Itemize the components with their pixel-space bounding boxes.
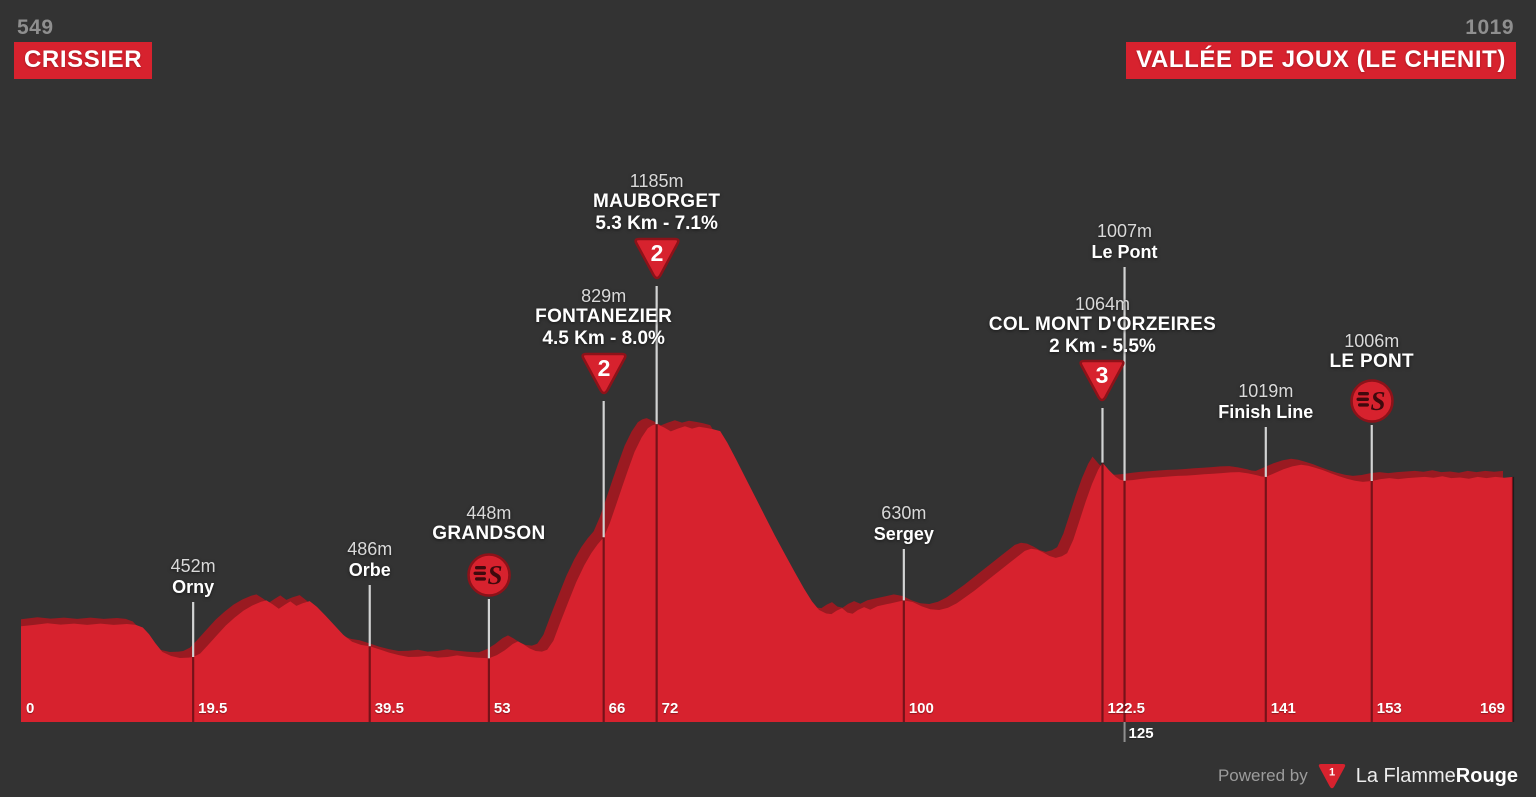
sprint-icon: S — [1348, 377, 1396, 430]
brand-text: La Flamme Rouge — [1356, 765, 1518, 788]
start-location-badge: CRISSIER — [14, 42, 153, 79]
profile-area — [21, 424, 1513, 722]
waypoint-elevation: 829m — [581, 286, 627, 306]
waypoint-elevation: 1019m — [1238, 381, 1294, 401]
finish-location-badge: VALLÉE DE JOUX (LE CHENIT) — [1126, 42, 1516, 79]
waypoint-elevation: 1064m — [1074, 294, 1130, 314]
svg-text:S: S — [487, 560, 502, 590]
waypoint-elevation: 1007m — [1097, 221, 1153, 241]
km-tick-39-5: 39.5 — [374, 700, 404, 717]
waypoint-name: Orny — [172, 577, 215, 597]
km-tick-153: 153 — [1376, 700, 1402, 717]
climb-category-icon: 3 — [1078, 357, 1126, 412]
km-tick-53: 53 — [493, 700, 511, 717]
waypoint-le-pont: 1007m Le Pont — [1092, 221, 1158, 263]
waypoint-fontanezier: 829m FONTANEZIER 4.5 Km - 8.0% — [535, 286, 672, 350]
svg-text:1: 1 — [1329, 767, 1335, 779]
start-elevation-value: 549 — [17, 16, 54, 39]
waypoint-le-pont: 1006m LE PONT — [1330, 331, 1414, 373]
brand-regular: La Flamme — [1355, 764, 1456, 787]
finish-elevation-value: 1019 — [1465, 16, 1514, 39]
waypoint-mauborget: 1185m MAUBORGET 5.3 Km - 7.1% — [593, 171, 720, 235]
svg-text:2: 2 — [597, 355, 610, 381]
climb-category-icon: 2 — [580, 350, 628, 405]
km-tick-169: 169 — [1480, 700, 1506, 717]
waypoint-name: LE PONT — [1329, 351, 1414, 372]
waypoint-orny: 452m Orny — [171, 556, 216, 598]
svg-text:S: S — [1370, 386, 1385, 416]
waypoint-elevation: 1185m — [629, 171, 684, 191]
waypoint-elevation: 1006m — [1344, 331, 1400, 351]
waypoint-sergey: 630m Sergey — [874, 503, 934, 545]
km-tick-19-5: 19.5 — [198, 700, 228, 717]
waypoint-elevation: 486m — [347, 539, 393, 559]
footer: Powered by 1 La Flamme Rouge — [1218, 761, 1518, 791]
climb-category-icon: 2 — [633, 235, 681, 290]
sprint-icon: S — [465, 551, 513, 604]
waypoint-col-mont-d-orzeires: 1064m COL MONT D'ORZEIRES 2 Km - 5.5% — [989, 294, 1216, 358]
climb-length-gradient: 5.3 Km - 7.1% — [595, 213, 718, 234]
waypoint-name: GRANDSON — [432, 523, 546, 544]
climb-length-gradient: 4.5 Km - 8.0% — [542, 328, 665, 349]
waypoint-orbe: 486m Orbe — [347, 539, 392, 581]
svg-text:3: 3 — [1096, 362, 1109, 388]
waypoint-name: Sergey — [873, 524, 934, 544]
climb-length-gradient: 2 Km - 5.5% — [1049, 336, 1156, 357]
waypoint-elevation: 630m — [881, 503, 927, 523]
waypoint-name: FONTANEZIER — [535, 306, 673, 327]
waypoint-finish-line: 1019m Finish Line — [1218, 381, 1313, 423]
waypoint-name: COL MONT D'ORZEIRES — [988, 314, 1217, 335]
km-tick-66: 66 — [608, 700, 626, 717]
waypoint-grandson: 448m GRANDSON — [432, 503, 545, 545]
km-tick-125: 125 — [1128, 725, 1154, 742]
km-tick-122-5: 122.5 — [1107, 700, 1146, 717]
km-tick-141: 141 — [1270, 700, 1296, 717]
waypoint-name: Finish Line — [1218, 402, 1314, 422]
waypoint-name: Le Pont — [1091, 242, 1158, 262]
waypoint-elevation: 448m — [466, 503, 512, 523]
la-flamme-rouge-logo-icon: 1 — [1318, 764, 1345, 789]
km-tick-72: 72 — [661, 700, 679, 717]
waypoint-elevation: 452m — [170, 556, 216, 576]
waypoint-name: Orbe — [348, 560, 391, 580]
waypoint-name: MAUBORGET — [593, 191, 721, 212]
km-tick-100: 100 — [908, 700, 934, 717]
svg-text:2: 2 — [650, 240, 663, 266]
km-tick-0: 0 — [26, 700, 35, 717]
powered-by-text: Powered by — [1217, 766, 1308, 785]
brand-bold: Rouge — [1455, 764, 1518, 787]
